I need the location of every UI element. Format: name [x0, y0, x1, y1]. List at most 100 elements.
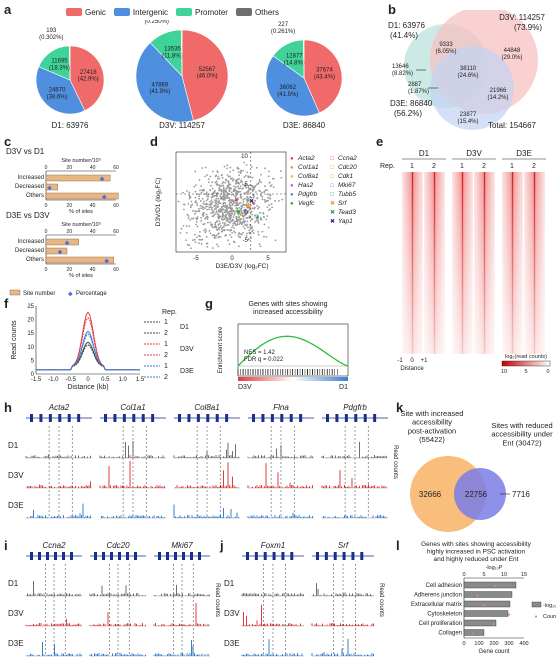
pie-slice-label: 13535 (11.8%) [162, 47, 183, 60]
d-point [223, 198, 226, 200]
venn-region-d3v_only-line: 44848 [504, 48, 521, 54]
d-point [245, 235, 248, 237]
l-bar [463, 591, 513, 598]
l-title-line: highly increased in PSC activation [427, 548, 526, 555]
d-gene-marker-Tead3: ✖ [236, 209, 241, 216]
f-rep-label-line: Rep. [162, 309, 177, 316]
d-point [201, 167, 204, 169]
d-point [246, 223, 248, 226]
gene-exon [158, 552, 161, 560]
c-bottom-tick-line: 60 [113, 203, 119, 209]
track-gene-name: Cdc20 [106, 541, 130, 550]
d-point [244, 197, 246, 200]
c-bottom-axis-title-line: % of sites [69, 209, 93, 215]
l-bar [463, 581, 517, 589]
pie-slice-label-line: (0.261%) [271, 29, 295, 35]
gene-exon [289, 414, 293, 422]
g-left-label: D3V [238, 384, 252, 391]
d-point [225, 210, 228, 213]
c-pct-marker-line: ◆ [47, 186, 52, 192]
d-point [245, 217, 248, 219]
gene-exon [113, 414, 117, 422]
d-point [257, 221, 260, 224]
gene-exon [58, 414, 62, 422]
d-point [236, 201, 238, 204]
gene-exon [46, 552, 49, 560]
d-point [224, 194, 227, 197]
pie-slice-label: 11695 (18.3%) [49, 58, 70, 71]
d-point [234, 197, 237, 200]
d-point [185, 231, 188, 234]
d-point [226, 209, 229, 212]
d-point [253, 186, 256, 189]
k-right-only: 7716 [512, 490, 530, 499]
d-point [206, 245, 209, 248]
d-point [246, 211, 249, 213]
d-point [214, 223, 217, 226]
d-legend-marker: ● [290, 192, 294, 198]
pie-slice-label-line: (42.9%) [78, 77, 99, 83]
panel-e-label: e [376, 134, 384, 149]
f-legend-rep: 1 [164, 319, 168, 326]
d-point [247, 184, 250, 187]
d-point [179, 232, 182, 234]
d-point [205, 213, 208, 216]
d-point [261, 198, 264, 201]
c-bar [45, 192, 119, 200]
c-bottom-tick: 20 [67, 203, 73, 209]
d-legend-marker: □ [330, 156, 334, 162]
gene-exon [206, 414, 210, 422]
g-ylabel: Enrichment score [218, 326, 224, 373]
d-point [228, 213, 231, 216]
d-point [269, 185, 272, 188]
d-point [258, 189, 260, 192]
d-point [194, 212, 196, 215]
pie-caption: D1: 63976 [52, 121, 89, 130]
d-point [246, 205, 249, 208]
d-point [215, 234, 218, 237]
c-top-tick-line: 0 [45, 165, 48, 171]
d-point [200, 207, 203, 210]
gene-exon [263, 552, 267, 560]
d-point [198, 193, 201, 196]
d-point [216, 182, 219, 185]
f-ylabel: Read counts [11, 320, 18, 360]
d-point [237, 171, 240, 173]
track-gene-name: Col8a1 [194, 403, 219, 412]
d-point [230, 236, 233, 238]
d-point [222, 186, 225, 189]
l-title: Genes with sites showing accessibility hi… [421, 541, 532, 563]
d-point [220, 230, 223, 233]
d-point [247, 186, 250, 189]
d-point [238, 232, 241, 234]
panel-d-label: d [150, 134, 158, 149]
d-point [233, 230, 236, 233]
d-point [211, 225, 213, 228]
d-point [250, 184, 253, 187]
d-point [229, 183, 232, 186]
l-category-line: Adherens junction [414, 593, 462, 599]
panel-a-label: a [4, 2, 12, 17]
e-rep-number-line: 1 [510, 163, 514, 170]
venn-region-all-line: (24.6%) [457, 73, 478, 79]
track-side-label-line: Read counts [392, 445, 398, 479]
d-point [213, 195, 216, 198]
d-point [206, 198, 209, 201]
d-legend-marker: ✖ [330, 218, 335, 225]
d-point [240, 210, 243, 213]
d-point [222, 184, 225, 187]
d-legend-marker: □ [330, 192, 334, 198]
d-point [266, 206, 269, 209]
legend-item: Genic [66, 6, 106, 18]
d-point [232, 190, 235, 193]
l-bottom-tick-line: 400 [519, 641, 528, 647]
d-point [224, 206, 227, 209]
pie-slice-label: 36062 (41.5%) [277, 85, 298, 98]
d-ytick: 0 [244, 210, 248, 216]
d-point [247, 203, 250, 205]
e-rep-number-line: 2 [432, 163, 436, 170]
d-point [236, 223, 239, 226]
d-point [202, 202, 205, 205]
d-point [227, 184, 230, 187]
d-point [222, 214, 225, 217]
